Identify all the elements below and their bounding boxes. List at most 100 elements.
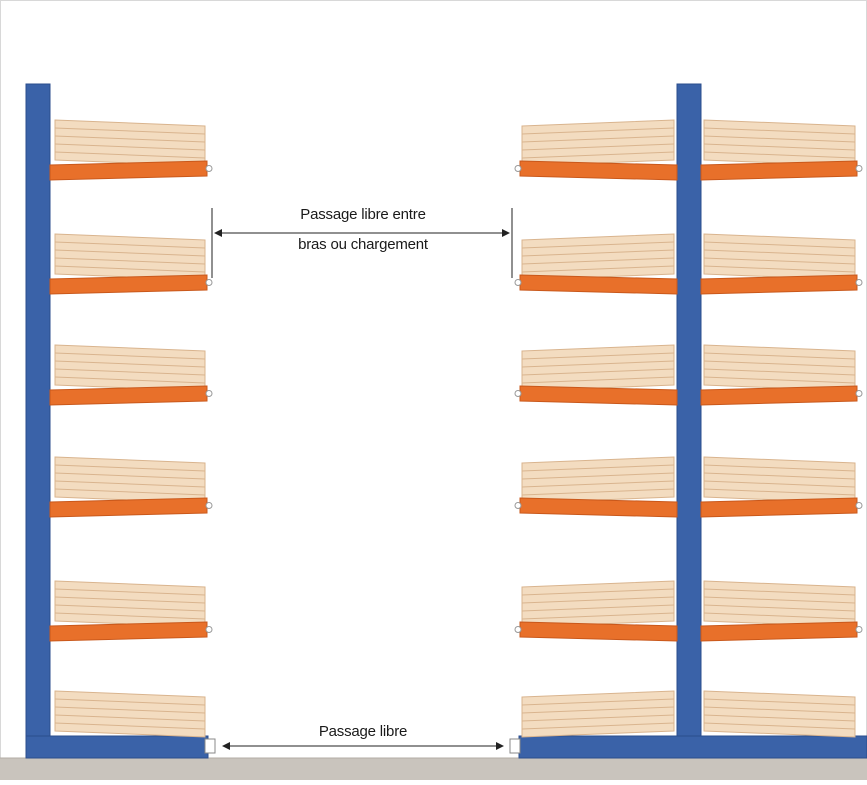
load-board-line xyxy=(521,714,675,722)
load-board-line xyxy=(521,698,675,706)
floor xyxy=(0,758,867,780)
load-board-line xyxy=(521,360,675,368)
load-board-line xyxy=(703,352,856,360)
arm-end-stop xyxy=(205,502,213,509)
load-board-line xyxy=(703,698,856,706)
load-board-line xyxy=(703,249,856,257)
arrow-head-floor-left xyxy=(222,742,230,750)
arm-end-stop xyxy=(205,390,213,397)
load-board-line xyxy=(54,241,206,249)
load-board-line xyxy=(54,265,206,273)
load-board-line xyxy=(703,480,856,488)
load-board-line xyxy=(521,249,675,257)
load-board-line xyxy=(54,604,206,612)
load-board-line xyxy=(521,588,675,596)
load-stack xyxy=(521,690,675,738)
arm-end-stop xyxy=(514,279,522,286)
load-board-line xyxy=(54,588,206,596)
load-board-line xyxy=(54,257,206,265)
load-board-line xyxy=(521,722,675,730)
load-board-line xyxy=(703,151,856,159)
load-board-line xyxy=(54,612,206,620)
load-stack xyxy=(521,233,675,281)
cantilever-arm xyxy=(49,274,208,295)
load-board-line xyxy=(703,588,856,596)
arm-end-stop xyxy=(514,165,522,172)
load-stack xyxy=(54,580,206,628)
arm-end-stop xyxy=(514,626,522,633)
load-board-line xyxy=(703,241,856,249)
load-board-line xyxy=(54,151,206,159)
load-board-line xyxy=(521,135,675,143)
load-board-line xyxy=(703,706,856,714)
load-board-line xyxy=(521,706,675,714)
cantilever-arm xyxy=(49,160,208,181)
load-board-line xyxy=(54,135,206,143)
load-board-line xyxy=(703,265,856,273)
load-board-line xyxy=(703,127,856,135)
load-board-line xyxy=(54,714,206,722)
passage-floor-label: Passage libre xyxy=(318,723,408,740)
load-board-line xyxy=(521,596,675,604)
load-board-line xyxy=(521,472,675,480)
load-stack xyxy=(703,456,856,504)
load-stack xyxy=(54,119,206,167)
left-base-end-cap xyxy=(204,738,216,754)
load-stack xyxy=(521,344,675,392)
arm-end-stop xyxy=(205,165,213,172)
load-board-line xyxy=(703,257,856,265)
load-stack xyxy=(54,233,206,281)
load-board-line xyxy=(521,127,675,135)
load-board-line xyxy=(54,596,206,604)
load-board-line xyxy=(703,376,856,384)
load-board-line xyxy=(521,604,675,612)
load-board-line xyxy=(703,604,856,612)
left-base xyxy=(25,735,209,759)
load-board-line xyxy=(54,360,206,368)
load-board-line xyxy=(703,360,856,368)
load-board-line xyxy=(703,135,856,143)
load-board-line xyxy=(703,472,856,480)
load-stack xyxy=(54,344,206,392)
load-board-line xyxy=(54,464,206,472)
arrow-head-floor-right xyxy=(496,742,504,750)
cantilever-arm xyxy=(49,385,208,406)
arm-end-stop xyxy=(855,626,863,633)
arm-end-stop xyxy=(855,502,863,509)
load-board-line xyxy=(703,143,856,151)
load-stack xyxy=(521,580,675,628)
load-board-line xyxy=(521,241,675,249)
arm-end-stop xyxy=(514,390,522,397)
load-stack xyxy=(703,233,856,281)
cantilever-arm xyxy=(700,160,858,181)
load-board-line xyxy=(703,488,856,496)
load-board-line xyxy=(703,464,856,472)
load-board-line xyxy=(521,257,675,265)
load-stack xyxy=(521,119,675,167)
load-board-line xyxy=(54,488,206,496)
load-board-line xyxy=(54,376,206,384)
cantilever-arm xyxy=(49,497,208,518)
arrow-head-left xyxy=(214,229,222,237)
load-board-line xyxy=(54,127,206,135)
load-board-line xyxy=(521,352,675,360)
load-board-line xyxy=(521,480,675,488)
arm-end-stop xyxy=(855,165,863,172)
load-board-line xyxy=(703,722,856,730)
passage-between-arms-label: Passage libre entre xyxy=(300,206,426,223)
arm-end-stop xyxy=(514,502,522,509)
arm-end-stop xyxy=(855,279,863,286)
load-board-line xyxy=(703,368,856,376)
load-board-line xyxy=(521,368,675,376)
passage-between-arms-label-line2: bras ou chargement xyxy=(298,236,428,253)
load-stack xyxy=(521,456,675,504)
load-board-line xyxy=(703,612,856,620)
load-board-line xyxy=(54,472,206,480)
load-board-line xyxy=(521,612,675,620)
left-upright xyxy=(25,83,51,745)
arrow-head-right xyxy=(502,229,510,237)
load-board-line xyxy=(521,143,675,151)
arm-end-stop xyxy=(855,390,863,397)
load-board-line xyxy=(521,265,675,273)
